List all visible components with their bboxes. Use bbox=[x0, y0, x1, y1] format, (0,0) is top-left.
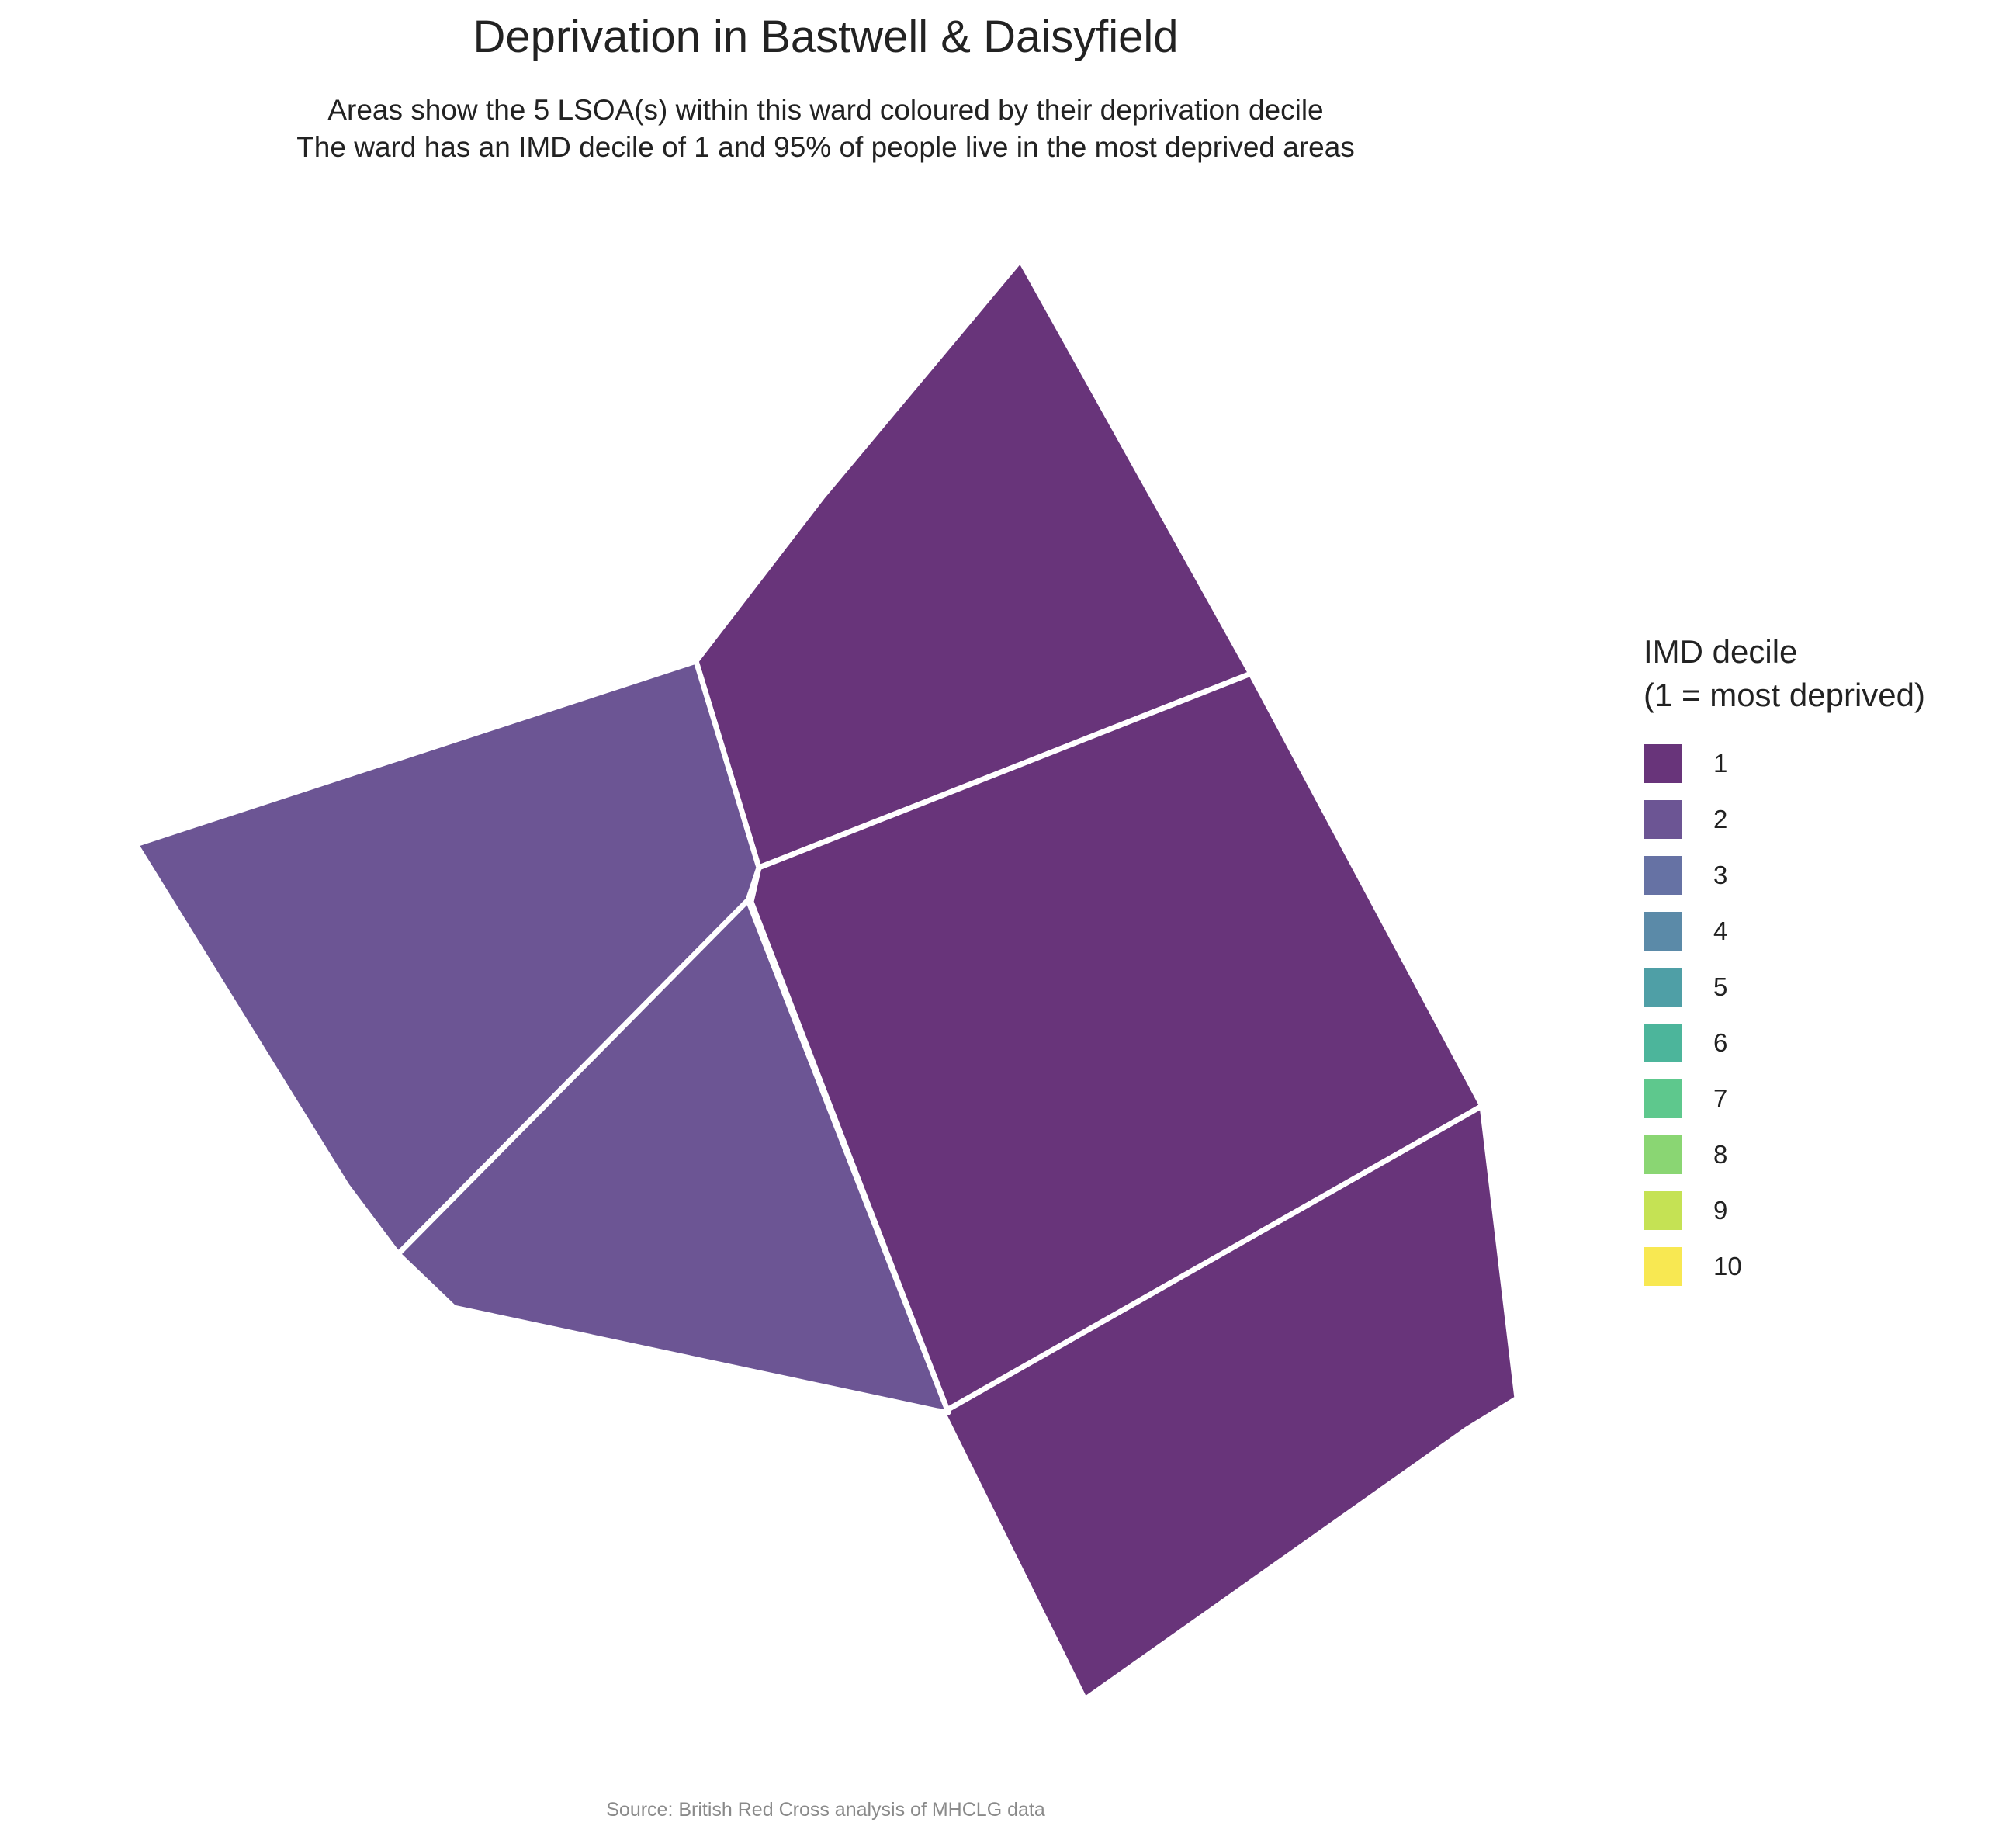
legend-swatch bbox=[1644, 800, 1682, 839]
legend-item-4: 4 bbox=[1644, 903, 1925, 959]
legend-title-line-1: IMD decile bbox=[1644, 633, 1798, 670]
legend-item-10: 10 bbox=[1644, 1239, 1925, 1294]
legend-label: 6 bbox=[1713, 1028, 1728, 1057]
legend-swatch bbox=[1644, 856, 1682, 895]
legend-label: 7 bbox=[1713, 1084, 1728, 1113]
legend-label: 10 bbox=[1713, 1252, 1742, 1280]
legend-item-7: 7 bbox=[1644, 1071, 1925, 1127]
ward-map bbox=[136, 260, 1520, 1703]
legend-item-6: 6 bbox=[1644, 1015, 1925, 1071]
source-caption: Source: British Red Cross analysis of MH… bbox=[606, 1799, 1045, 1821]
legend-swatch bbox=[1644, 1191, 1682, 1230]
legend-swatch bbox=[1644, 1247, 1682, 1286]
legend-swatch bbox=[1644, 744, 1682, 783]
lsoa-area-south-east bbox=[940, 1103, 1520, 1703]
legend-item-2: 2 bbox=[1644, 792, 1925, 847]
legend-swatch bbox=[1644, 968, 1682, 1007]
legend: IMD decile (1 = most deprived) 1 2 3 4 5 6 7 8 9… bbox=[1644, 630, 1925, 1294]
lsoa-area-south-centre bbox=[395, 897, 951, 1415]
subtitle-line-1: Areas show the 5 LSOA(s) within this war… bbox=[327, 94, 1324, 126]
legend-swatch bbox=[1644, 1135, 1682, 1174]
legend-label: 9 bbox=[1713, 1196, 1728, 1225]
map-subtitle: Areas show the 5 LSOA(s) within this war… bbox=[0, 92, 1651, 166]
legend-swatch bbox=[1644, 1079, 1682, 1118]
subtitle-line-2: The ward has an IMD decile of 1 and 95% … bbox=[296, 131, 1355, 163]
legend-swatch bbox=[1644, 912, 1682, 951]
legend-item-1: 1 bbox=[1644, 736, 1925, 792]
legend-title-line-2: (1 = most deprived) bbox=[1644, 677, 1925, 713]
legend-label: 1 bbox=[1713, 749, 1728, 778]
legend-label: 8 bbox=[1713, 1140, 1728, 1169]
legend-item-3: 3 bbox=[1644, 847, 1925, 903]
legend-item-8: 8 bbox=[1644, 1127, 1925, 1183]
legend-item-9: 9 bbox=[1644, 1183, 1925, 1239]
legend-label: 3 bbox=[1713, 861, 1728, 889]
legend-swatch bbox=[1644, 1024, 1682, 1062]
legend-title: IMD decile (1 = most deprived) bbox=[1644, 630, 1925, 717]
map-title: Deprivation in Bastwell & Daisyfield bbox=[473, 12, 1179, 62]
legend-item-5: 5 bbox=[1644, 959, 1925, 1015]
legend-items: 1 2 3 4 5 6 7 8 9 10 bbox=[1644, 736, 1925, 1294]
legend-label: 4 bbox=[1713, 916, 1728, 945]
legend-label: 5 bbox=[1713, 972, 1728, 1001]
legend-label: 2 bbox=[1713, 805, 1728, 833]
